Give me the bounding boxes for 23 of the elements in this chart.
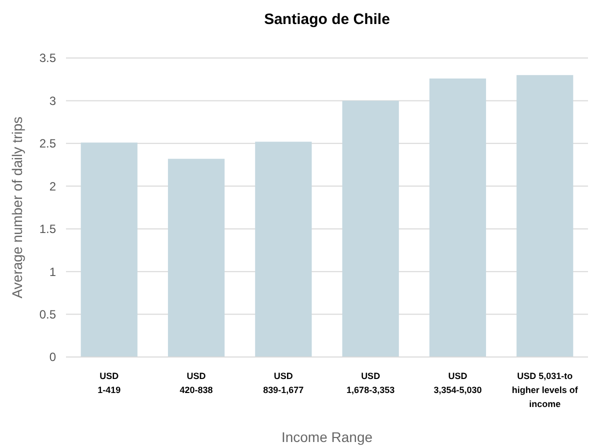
y-axis-title: Average number of daily trips <box>9 116 25 298</box>
x-tick-label: USD 1-419 <box>98 371 121 395</box>
y-tick-label: 0.5 <box>39 307 56 322</box>
y-tick-label: 3.5 <box>39 51 56 66</box>
y-tick-label: 1 <box>49 264 56 279</box>
x-axis-title: Income Range <box>281 429 373 445</box>
x-tick-label: USD 5,031-to higher levels of income <box>512 371 579 409</box>
bar <box>342 100 399 357</box>
bar <box>429 78 486 357</box>
bar <box>168 158 225 357</box>
y-tick-label: 3 <box>49 94 56 108</box>
y-tick-label: 2.5 <box>39 136 56 151</box>
y-tick-label: 1.5 <box>39 222 56 236</box>
x-tick-label: USD 3,354-5,030 <box>434 371 482 395</box>
x-tick-label: USD 839-1,677 <box>263 371 304 395</box>
chart-title: Santiago de Chile <box>264 11 390 28</box>
bar <box>80 142 138 357</box>
bar <box>516 75 574 357</box>
bar <box>255 142 312 357</box>
y-tick-label: 0 <box>49 350 56 364</box>
x-tick-label: USD 1,678-3,353 <box>346 371 395 395</box>
x-tick-label: USD 420-838 <box>180 371 213 395</box>
y-tick-label: 2 <box>49 179 56 194</box>
